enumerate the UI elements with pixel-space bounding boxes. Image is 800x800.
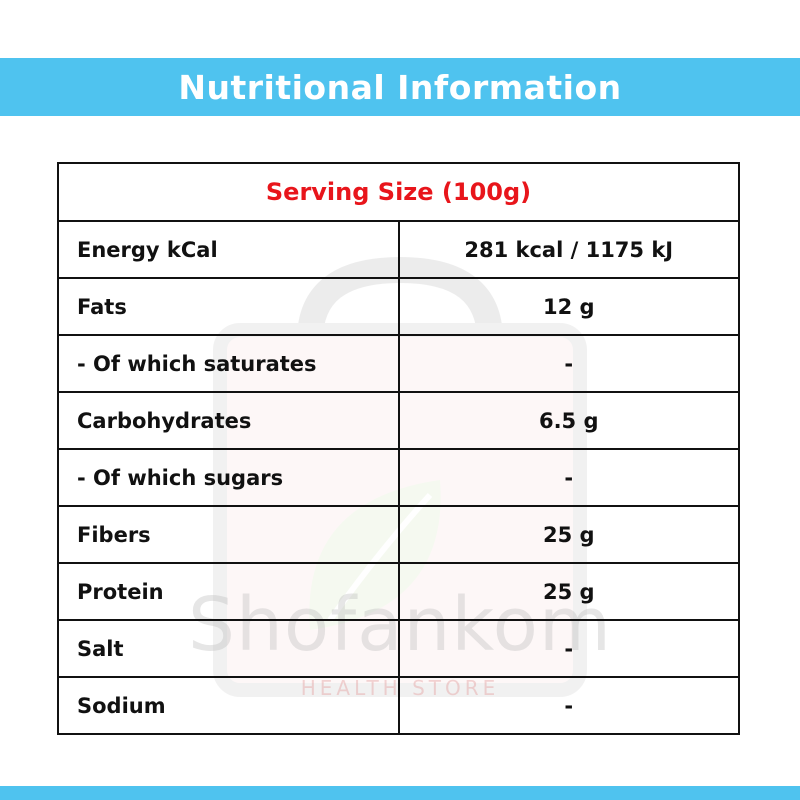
serving-size-heading: Serving Size (100g) <box>57 162 740 222</box>
row-value: - <box>397 676 740 735</box>
header-band: Nutritional Information <box>0 58 800 116</box>
table-row: Carbohydrates 6.5 g <box>57 391 740 450</box>
footer-band <box>0 786 800 800</box>
nutrition-table: Serving Size (100g) Energy kCal 281 kcal… <box>57 162 740 735</box>
row-value: - <box>397 334 740 393</box>
row-label: Fibers <box>57 505 400 564</box>
row-value: 281 kcal / 1175 kJ <box>397 220 740 279</box>
row-value: 25 g <box>397 505 740 564</box>
row-label: Protein <box>57 562 400 621</box>
table-row: Energy kCal 281 kcal / 1175 kJ <box>57 220 740 279</box>
row-value: 25 g <box>397 562 740 621</box>
table-row: Salt - <box>57 619 740 678</box>
table-row: Protein 25 g <box>57 562 740 621</box>
row-label: Carbohydrates <box>57 391 400 450</box>
row-label: Sodium <box>57 676 400 735</box>
row-label: Salt <box>57 619 400 678</box>
row-value: 12 g <box>397 277 740 336</box>
row-value: - <box>397 619 740 678</box>
row-label: Fats <box>57 277 400 336</box>
row-value: - <box>397 448 740 507</box>
page-title: Nutritional Information <box>178 67 622 107</box>
table-row: - Of which saturates - <box>57 334 740 393</box>
table-row: Fibers 25 g <box>57 505 740 564</box>
table-row: - Of which sugars - <box>57 448 740 507</box>
row-label: - Of which sugars <box>57 448 400 507</box>
table-row: Fats 12 g <box>57 277 740 336</box>
row-label: Energy kCal <box>57 220 400 279</box>
row-label: - Of which saturates <box>57 334 400 393</box>
row-value: 6.5 g <box>397 391 740 450</box>
table-row: Sodium - <box>57 676 740 735</box>
